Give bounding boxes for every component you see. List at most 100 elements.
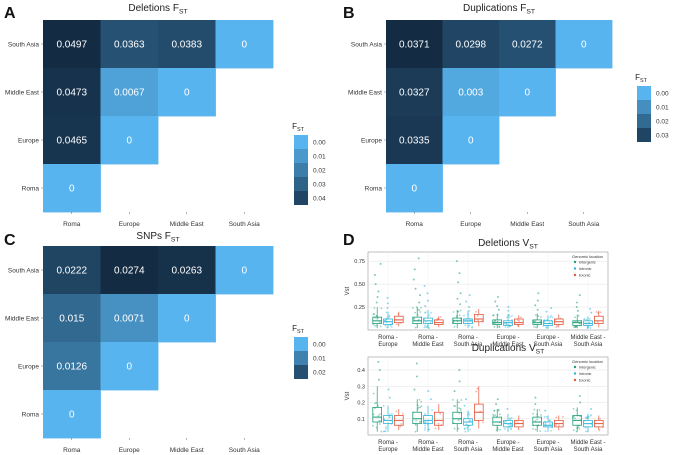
legend-marker bbox=[573, 365, 577, 369]
heatmap-panel-c: C SNPs FST 0.0222 0.0274 0.0263 0 0.015 0.0071 0… bbox=[4, 231, 326, 454]
legend-marker bbox=[573, 372, 577, 375]
heatmap-cell bbox=[100, 342, 159, 391]
heatmap-cell-label: 0.0497 bbox=[56, 40, 87, 51]
outlier-point bbox=[459, 303, 462, 306]
x-tick-label: Roma -South Asia bbox=[454, 440, 483, 453]
x-tick-label: Roma -South Asia bbox=[454, 335, 483, 348]
jitter-point bbox=[589, 327, 592, 329]
outlier-point bbox=[457, 281, 460, 284]
jitter-point bbox=[545, 415, 548, 418]
jitter-point bbox=[420, 405, 423, 408]
jitter-point bbox=[539, 430, 542, 432]
jitter-point bbox=[417, 406, 420, 409]
jitter-point bbox=[374, 402, 376, 405]
outlier-point bbox=[427, 390, 430, 393]
box bbox=[423, 415, 433, 425]
jitter-point bbox=[538, 409, 541, 412]
jitter-point bbox=[497, 409, 500, 412]
panel-letter: D bbox=[343, 232, 355, 249]
heatmap-cell-label: 0.0126 bbox=[56, 362, 87, 373]
panel-letter: C bbox=[4, 232, 16, 249]
outlier-point bbox=[575, 306, 578, 309]
legend-swatch bbox=[294, 177, 308, 191]
jitter-point bbox=[389, 324, 392, 327]
jitter-point bbox=[573, 416, 575, 418]
x-tick-label: Europe bbox=[460, 221, 481, 228]
panel-letter: A bbox=[4, 5, 16, 22]
heatmap-panel-b: B Duplications FST 0.0371 0.0298 0.0272 0 0.03… bbox=[343, 3, 669, 228]
heatmap-cell-label: 0 bbox=[468, 136, 474, 147]
jitter-point bbox=[469, 419, 472, 422]
heatmap-cell-label: 0 bbox=[411, 184, 417, 195]
outlier-point bbox=[534, 304, 537, 307]
outlier-point bbox=[534, 403, 537, 406]
heatmap-cell-label: 0 bbox=[581, 40, 587, 51]
jitter-point bbox=[505, 323, 508, 326]
box bbox=[514, 318, 524, 325]
heatmap-cell bbox=[43, 342, 101, 391]
jitter-point bbox=[509, 418, 512, 420]
jitter-point bbox=[439, 412, 442, 415]
jitter-point bbox=[504, 326, 507, 328]
jitter-point bbox=[574, 316, 576, 319]
heatmap-cell bbox=[43, 390, 101, 439]
jitter-point bbox=[375, 402, 378, 404]
jitter-point bbox=[532, 428, 534, 430]
outlier-point bbox=[497, 295, 500, 298]
jitter-point bbox=[573, 326, 575, 328]
heatmap-cell bbox=[442, 116, 500, 165]
outlier-point bbox=[418, 294, 421, 297]
jitter-point bbox=[584, 417, 587, 419]
heatmap-cell-label: 0 bbox=[241, 266, 247, 277]
legend-swatch bbox=[294, 351, 308, 365]
jitter-point bbox=[420, 306, 422, 309]
boxplot-title: Duplications VST bbox=[472, 343, 545, 356]
outlier-point bbox=[534, 396, 537, 399]
jitter-point bbox=[469, 428, 471, 431]
jitter-point bbox=[428, 327, 430, 330]
legend-swatch bbox=[637, 128, 651, 142]
legend-swatch bbox=[294, 149, 308, 163]
heatmap-cell bbox=[158, 294, 216, 343]
jitter-point bbox=[423, 326, 426, 329]
legend-label: 0.02 bbox=[313, 168, 326, 175]
jitter-point bbox=[534, 428, 537, 431]
jitter-point bbox=[419, 406, 422, 409]
heatmap-cell-label: 0 bbox=[69, 410, 75, 421]
heatmap-cell-label: 0 bbox=[69, 184, 75, 195]
jitter-point bbox=[499, 428, 501, 431]
jitter-point bbox=[424, 424, 426, 427]
legend-marker bbox=[573, 260, 577, 264]
jitter-point bbox=[534, 314, 537, 317]
jitter-point bbox=[464, 324, 467, 327]
jitter-point bbox=[380, 430, 383, 433]
jitter-point bbox=[463, 314, 465, 317]
jitter-point bbox=[574, 325, 577, 328]
jitter-point bbox=[415, 419, 418, 422]
heatmap-cell-label: 0.0272 bbox=[512, 40, 543, 51]
jitter-point bbox=[457, 310, 460, 313]
x-tick-label: Middle East bbox=[510, 221, 544, 228]
outlier-point bbox=[590, 311, 593, 314]
jitter-point bbox=[414, 326, 417, 329]
jitter-point bbox=[417, 318, 420, 321]
box bbox=[372, 406, 382, 423]
jitter-point bbox=[419, 421, 421, 424]
outlier-point bbox=[463, 404, 466, 407]
legend-swatch bbox=[637, 114, 651, 128]
jitter-point bbox=[497, 408, 500, 411]
x-tick-label: Roma -Europe bbox=[378, 440, 398, 453]
heatmap-cell bbox=[43, 116, 101, 165]
outlier-point bbox=[387, 388, 390, 391]
jitter-point bbox=[574, 417, 576, 420]
jitter-point bbox=[545, 326, 548, 328]
jitter-point bbox=[384, 427, 387, 430]
jitter-point bbox=[492, 415, 495, 417]
jitter-point bbox=[411, 307, 414, 309]
outlier-point bbox=[468, 306, 471, 309]
jitter-point bbox=[508, 417, 511, 420]
jitter-point bbox=[453, 404, 455, 407]
jitter-point bbox=[579, 415, 582, 418]
jitter-point bbox=[508, 325, 511, 328]
panel-letter: B bbox=[343, 5, 355, 22]
